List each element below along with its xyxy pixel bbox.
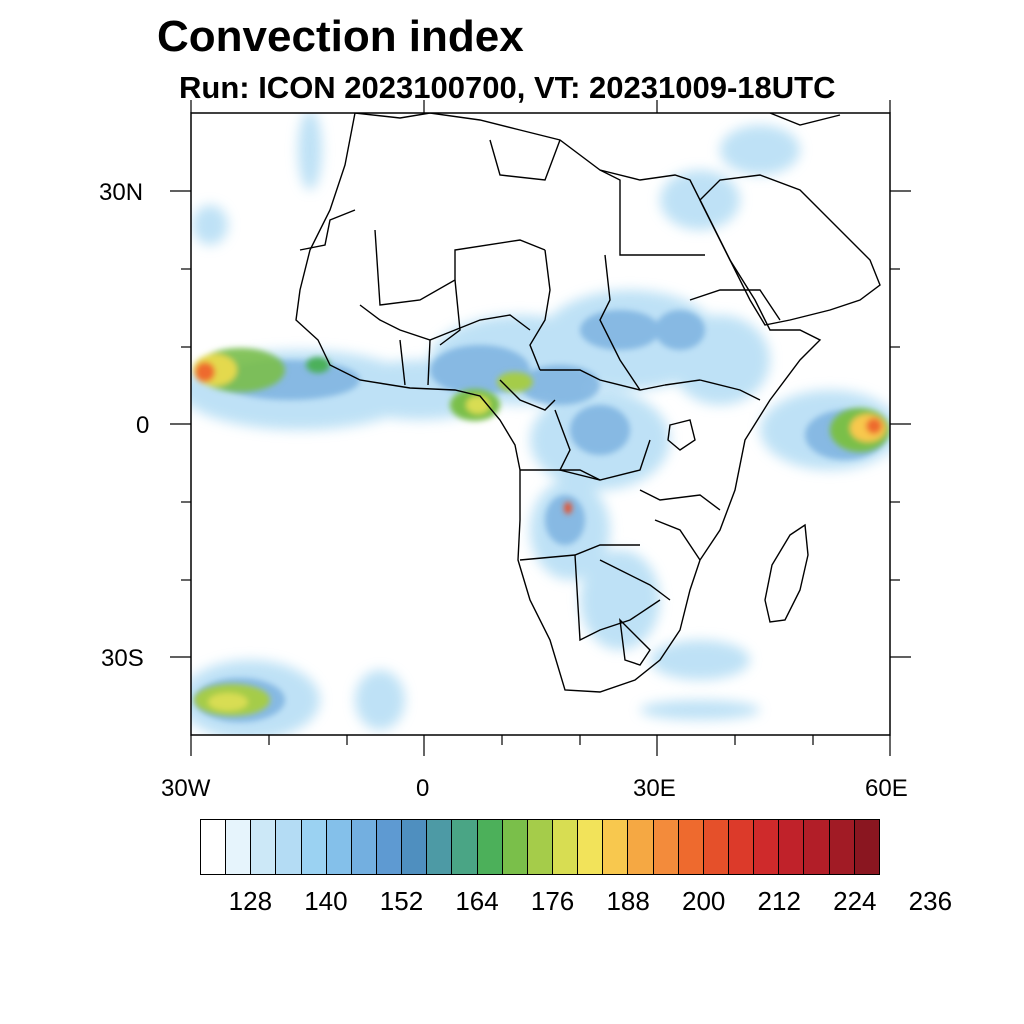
map-subtitle: Run: ICON 2023100700, VT: 20231009-18UTC	[179, 70, 836, 105]
convection-field	[191, 113, 890, 735]
colorbar-swatch	[301, 820, 327, 874]
coastlines	[295, 113, 881, 693]
colorbar-tick-label: 164	[455, 886, 499, 916]
colorbar-swatch	[779, 820, 805, 874]
colorbar-swatch	[653, 820, 679, 874]
colorbar-swatch	[804, 820, 830, 874]
colorbar-swatch	[854, 820, 879, 874]
lat-label-0: 0	[136, 412, 150, 439]
colorbar-tick-label: 176	[530, 886, 575, 916]
colorbar-tick-label: 212	[757, 886, 801, 916]
colorbar-swatch	[326, 820, 352, 874]
colorbar	[200, 819, 880, 875]
colorbar-swatch	[552, 820, 579, 874]
lat-label-30n: 30N	[99, 179, 144, 206]
colorbar-swatch	[477, 820, 503, 874]
colorbar-swatch	[402, 820, 428, 874]
lon-label-30w: 30W	[161, 775, 211, 802]
colorbar-swatch	[728, 820, 755, 874]
colorbar-swatch	[628, 820, 654, 874]
colorbar-swatch	[678, 820, 704, 874]
colorbar-swatch	[578, 820, 604, 874]
colorbar-swatch	[376, 820, 403, 874]
colorbar-swatch	[427, 820, 453, 874]
colorbar-tick-label: 224	[833, 886, 877, 916]
colorbar-tick-label: 200	[682, 886, 726, 916]
colorbar-tick-label: 188	[606, 886, 650, 916]
lon-label-30e: 30E	[633, 775, 676, 802]
colorbar-swatch	[452, 820, 478, 874]
colorbar-swatch	[502, 820, 528, 874]
map-title: Convection index	[157, 12, 524, 61]
colorbar-swatch	[351, 820, 377, 874]
colorbar-tick-label: 140	[304, 886, 348, 916]
colorbar-tick-label: 152	[379, 886, 424, 916]
colorbar-swatch	[276, 820, 302, 874]
colorbar-swatch	[754, 820, 780, 874]
colorbar-tick-label: 236	[908, 886, 953, 916]
colorbar-swatch	[226, 820, 252, 874]
lat-label-30s: 30S	[101, 645, 144, 672]
colorbar-swatch	[251, 820, 277, 874]
colorbar-swatch	[829, 820, 855, 874]
lon-label-0: 0	[416, 775, 430, 802]
axis-ticks	[170, 100, 911, 756]
colorbar-swatch	[201, 820, 227, 874]
colorbar-swatch	[527, 820, 553, 874]
colorbar-swatch	[703, 820, 729, 874]
colorbar-swatch	[603, 820, 629, 874]
colorbar-tick-label: 128	[228, 886, 273, 916]
lon-label-60e: 60E	[865, 775, 908, 802]
